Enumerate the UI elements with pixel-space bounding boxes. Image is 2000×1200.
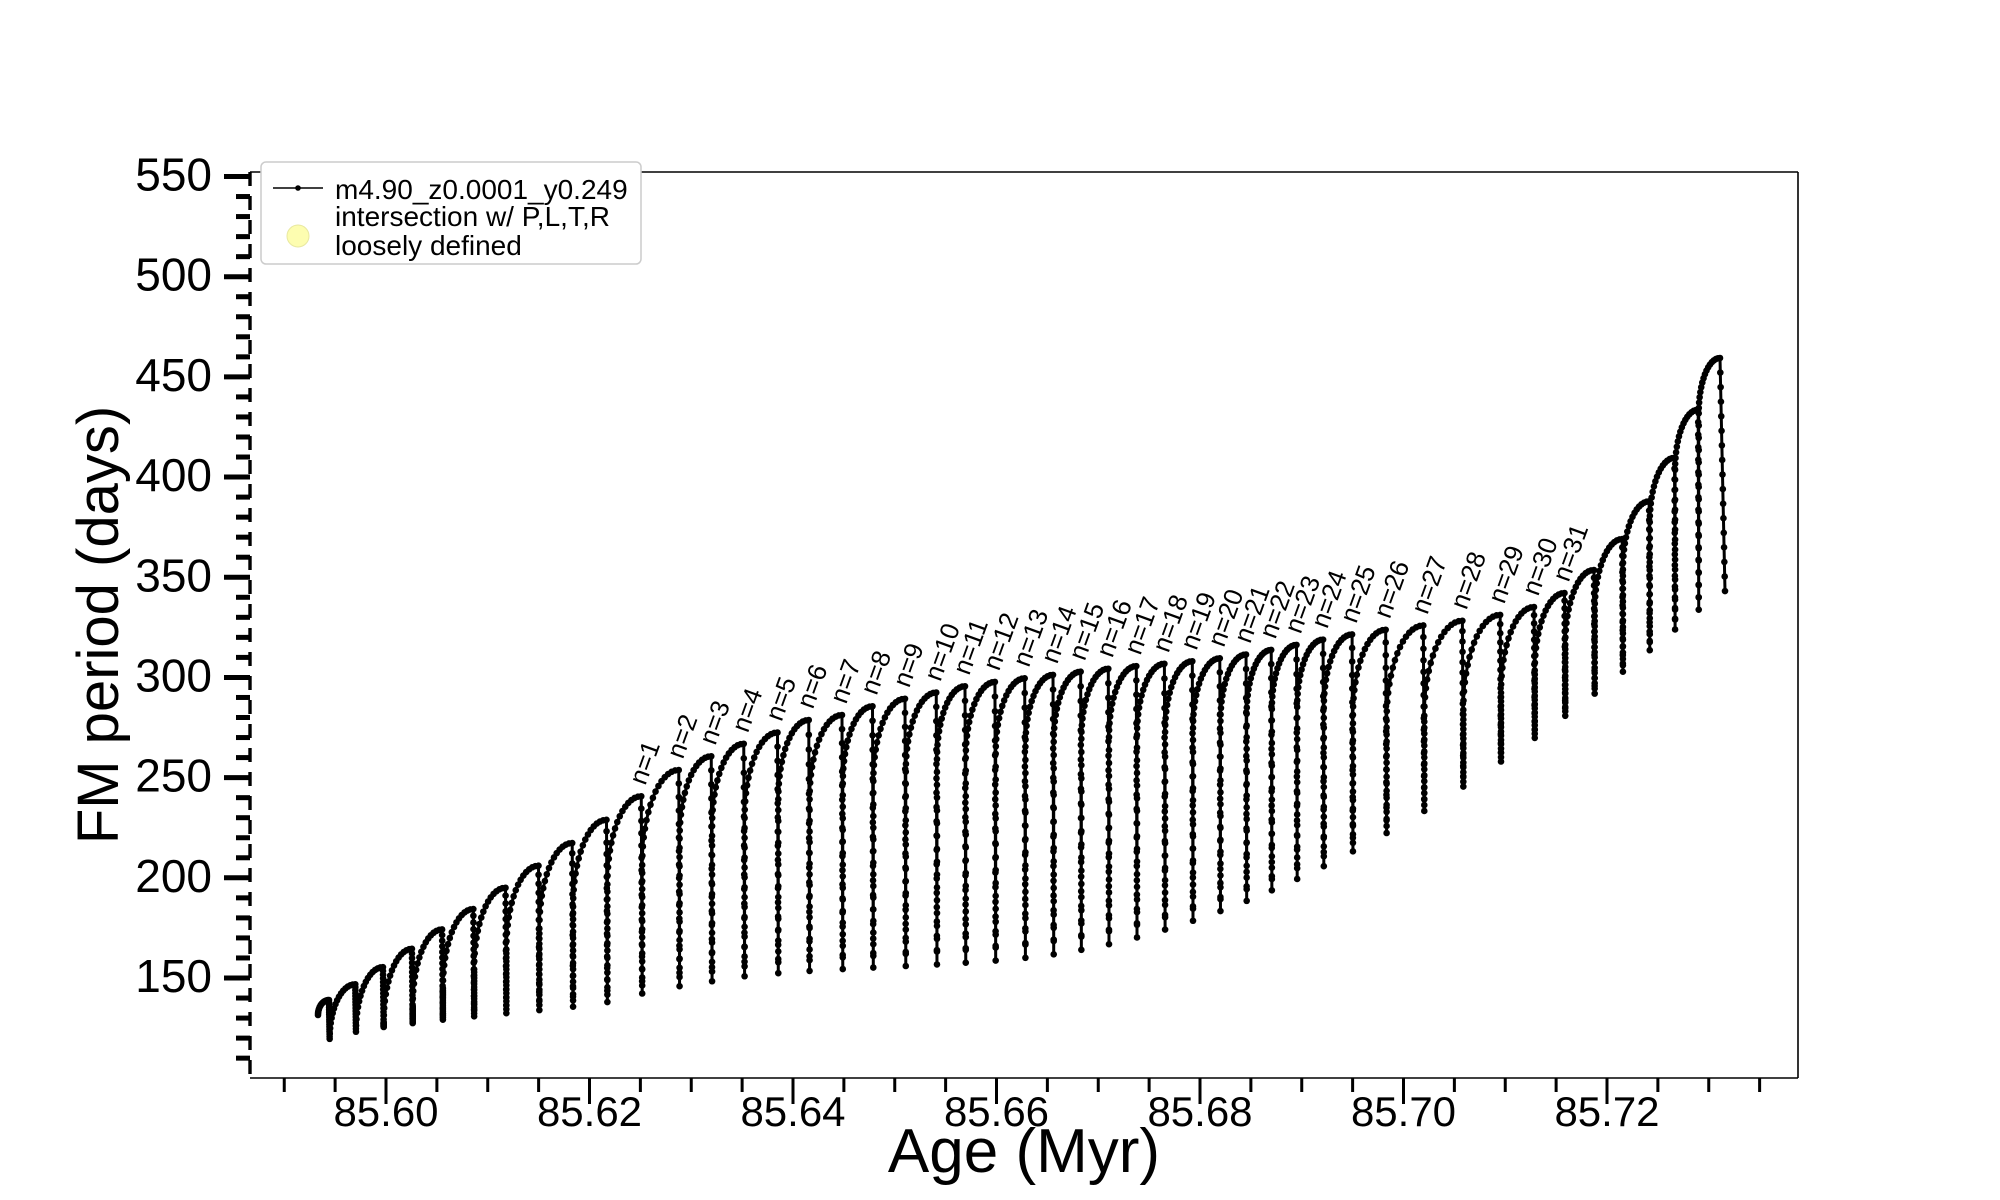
svg-text:85.70: 85.70 [1351,1088,1456,1135]
svg-text:150: 150 [135,950,212,1002]
svg-text:intersection w/ P,L,T,R: intersection w/ P,L,T,R [335,201,610,232]
svg-text:350: 350 [135,549,212,601]
svg-text:200: 200 [135,850,212,902]
svg-text:400: 400 [135,449,212,501]
svg-text:85.64: 85.64 [740,1088,845,1135]
svg-text:250: 250 [135,750,212,802]
svg-text:85.60: 85.60 [333,1088,438,1135]
svg-text:FM period (days): FM period (days) [66,406,131,844]
svg-text:loosely defined: loosely defined [335,230,522,261]
svg-text:85.68: 85.68 [1147,1088,1252,1135]
svg-text:300: 300 [135,649,212,701]
svg-text:Age (Myr): Age (Myr) [888,1117,1160,1186]
svg-text:450: 450 [135,349,212,401]
svg-text:85.62: 85.62 [537,1088,642,1135]
svg-text:550: 550 [135,149,212,201]
svg-text:85.72: 85.72 [1554,1088,1659,1135]
svg-text:500: 500 [135,249,212,301]
